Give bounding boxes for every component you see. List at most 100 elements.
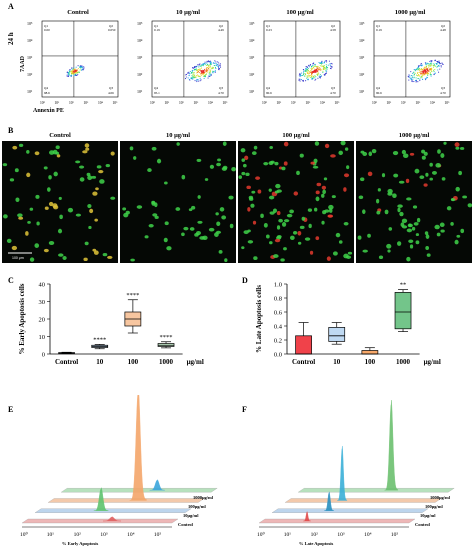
cell [197,220,203,224]
cell [274,190,279,194]
event-dot [311,70,313,72]
cell [58,253,64,257]
event-dot [311,78,313,80]
cell [196,158,202,162]
micrograph-cells [122,141,236,263]
event-dot [316,71,318,73]
event-dot [313,69,315,71]
event-dot [207,77,209,79]
event-dot [73,72,75,74]
event-dot [204,68,206,70]
event-dot [197,71,199,73]
cell [408,223,412,227]
event-dot [428,68,431,70]
event-dot [218,64,220,66]
event-dot [78,66,81,68]
histogram-peak [129,395,147,501]
x-tick-label: 10⁵ [391,532,399,538]
event-dot [75,74,77,76]
cell [340,141,346,146]
cell [283,141,289,147]
event-dot [417,78,419,80]
event-dot [208,61,210,63]
event-dot [301,80,303,82]
cell [253,145,258,150]
event-dot [208,75,210,77]
event-dot [431,64,433,66]
y-tick-label: 0.4 [274,324,283,331]
event-dot [199,72,201,74]
micro-title-1: 10 μg/ml [165,132,191,139]
event-dot [427,67,429,70]
event-dot [427,63,430,65]
cell [296,170,300,176]
event-dot [306,77,308,79]
event-dot [78,71,80,73]
q4-value: 95.1 [154,91,160,95]
event-dot [83,67,85,69]
event-dot [209,63,211,65]
cell [102,252,108,257]
cell [75,213,81,217]
q2-label: Q2 [109,24,113,28]
cell [324,143,330,149]
event-dot [204,76,206,78]
cell [246,185,251,190]
cell [18,143,24,148]
cell [35,194,40,199]
event-dot [305,80,307,82]
cell [99,179,105,184]
event-dot [73,74,75,77]
cell [216,162,222,167]
event-dot [196,79,198,81]
event-dot [319,74,321,76]
event-dot [409,77,411,79]
event-dot [81,66,83,68]
event-dot [305,68,307,70]
cell [440,153,445,158]
cell [269,241,273,245]
event-dot [409,75,411,77]
x-tick-label: 10⁵ [113,101,119,105]
event-dot [212,70,215,72]
event-dot [198,66,200,68]
plot-frame [373,20,451,98]
event-dot [425,69,427,71]
event-dot [185,78,187,80]
cell [3,214,8,219]
cell [46,187,51,192]
event-dot [68,72,71,74]
scale-bar-label: 100 μm [12,256,24,260]
cell [402,153,409,158]
event-dot [422,78,424,80]
cell [273,254,279,258]
event-dot [82,67,84,69]
cell [57,228,63,234]
box-3 [394,292,412,330]
event-dot [305,69,307,71]
cell [255,176,261,180]
event-dot [311,68,313,70]
event-dot [219,65,221,67]
x-tick-label: 10⁰ [257,531,266,538]
cell [247,207,251,212]
cell [18,216,24,220]
event-dot [68,75,70,77]
event-dot [330,65,332,67]
cell [208,227,215,232]
x-tick-label: 10² [179,101,184,105]
q2-label: Q2 [441,24,445,28]
cell [218,249,223,254]
event-dot [209,62,211,64]
event-dot [417,81,419,83]
event-dot [318,68,320,70]
series-plane [258,518,416,524]
cell [12,145,18,150]
cell [59,214,63,220]
histogram-peak [102,516,122,522]
series-label: 10μg/ml [420,513,436,518]
event-dot [215,68,217,70]
event-dot [201,73,203,75]
y-tick-label: 10¹ [359,89,365,94]
event-dot [307,78,309,80]
